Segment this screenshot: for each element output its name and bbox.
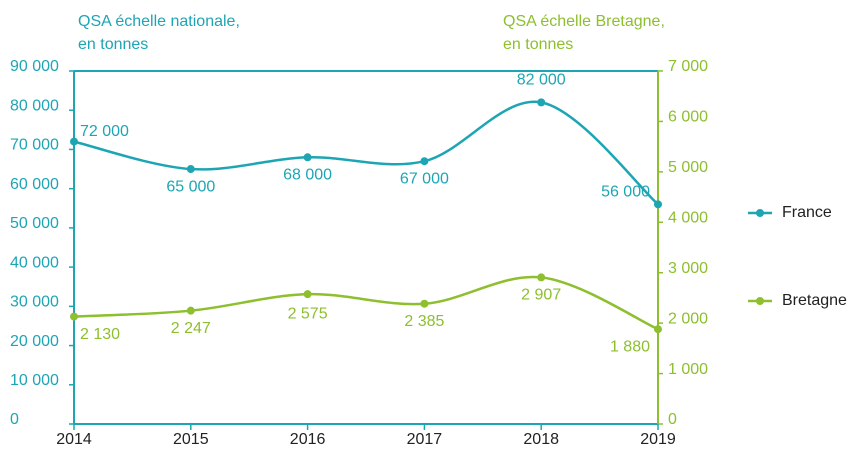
marker [654,325,662,334]
data-label: 2 575 [288,305,328,322]
y2-tick-label: 5 000 [668,159,708,176]
y2-tick-label: 4 000 [668,210,708,227]
data-label: 68 000 [283,167,332,184]
y2-tick-label: 7 000 [668,58,708,75]
y-tick-label: 0 [10,411,19,428]
y-tick-label: 20 000 [10,333,59,350]
y2-tick-label: 6 000 [668,109,708,126]
y-tick-label: 10 000 [10,372,59,389]
legend-marker [756,297,764,305]
marker [303,290,312,299]
y-tick-label: 30 000 [10,294,59,311]
marker [303,153,312,162]
y2-tick-label: 2 000 [668,310,708,327]
line [73,275,659,331]
data-label: 72 000 [80,123,129,140]
marker [537,98,546,107]
data-label: 2 907 [521,287,561,304]
y2-axis-title: QSA échelle Bretagne, [503,13,665,30]
marker [420,157,429,166]
marker [186,165,195,174]
marker [654,200,662,209]
x-tick-label: 2016 [290,431,326,448]
legend-marker [756,209,764,217]
data-label: 65 000 [166,178,215,195]
y2-tick-label: 3 000 [668,260,708,277]
y-axis-title: en tonnes [78,36,148,53]
marker [186,306,195,315]
y2-tick-label: 0 [668,411,677,428]
line [73,100,659,206]
y2-axis-title: en tonnes [503,36,573,53]
marker [70,137,78,146]
y-tick-label: 50 000 [10,215,59,232]
data-label: 2 130 [80,326,120,343]
y-tick-label: 80 000 [10,97,59,114]
x-tick-label: 2019 [640,431,676,448]
data-label: 67 000 [400,170,449,187]
y-tick-label: 90 000 [10,58,59,75]
legend-label: France [782,204,832,221]
x-tick-label: 2014 [56,431,92,448]
x-tick-label: 2017 [407,431,443,448]
marker [537,273,546,282]
legend-label: Bretagne [782,292,847,309]
data-label: 82 000 [517,72,566,89]
y-tick-label: 70 000 [10,137,59,154]
y2-tick-label: 1 000 [668,361,708,378]
x-tick-label: 2015 [173,431,209,448]
data-label: 2 247 [171,320,211,337]
x-tick-label: 2018 [523,431,559,448]
data-label: 1 880 [610,338,650,355]
data-label: 56 000 [601,184,650,201]
marker [420,299,429,308]
y-axis-title: QSA échelle nationale, [78,13,240,30]
y-tick-label: 60 000 [10,176,59,193]
marker [70,312,78,321]
data-label: 2 385 [404,313,444,330]
y-tick-label: 40 000 [10,254,59,271]
